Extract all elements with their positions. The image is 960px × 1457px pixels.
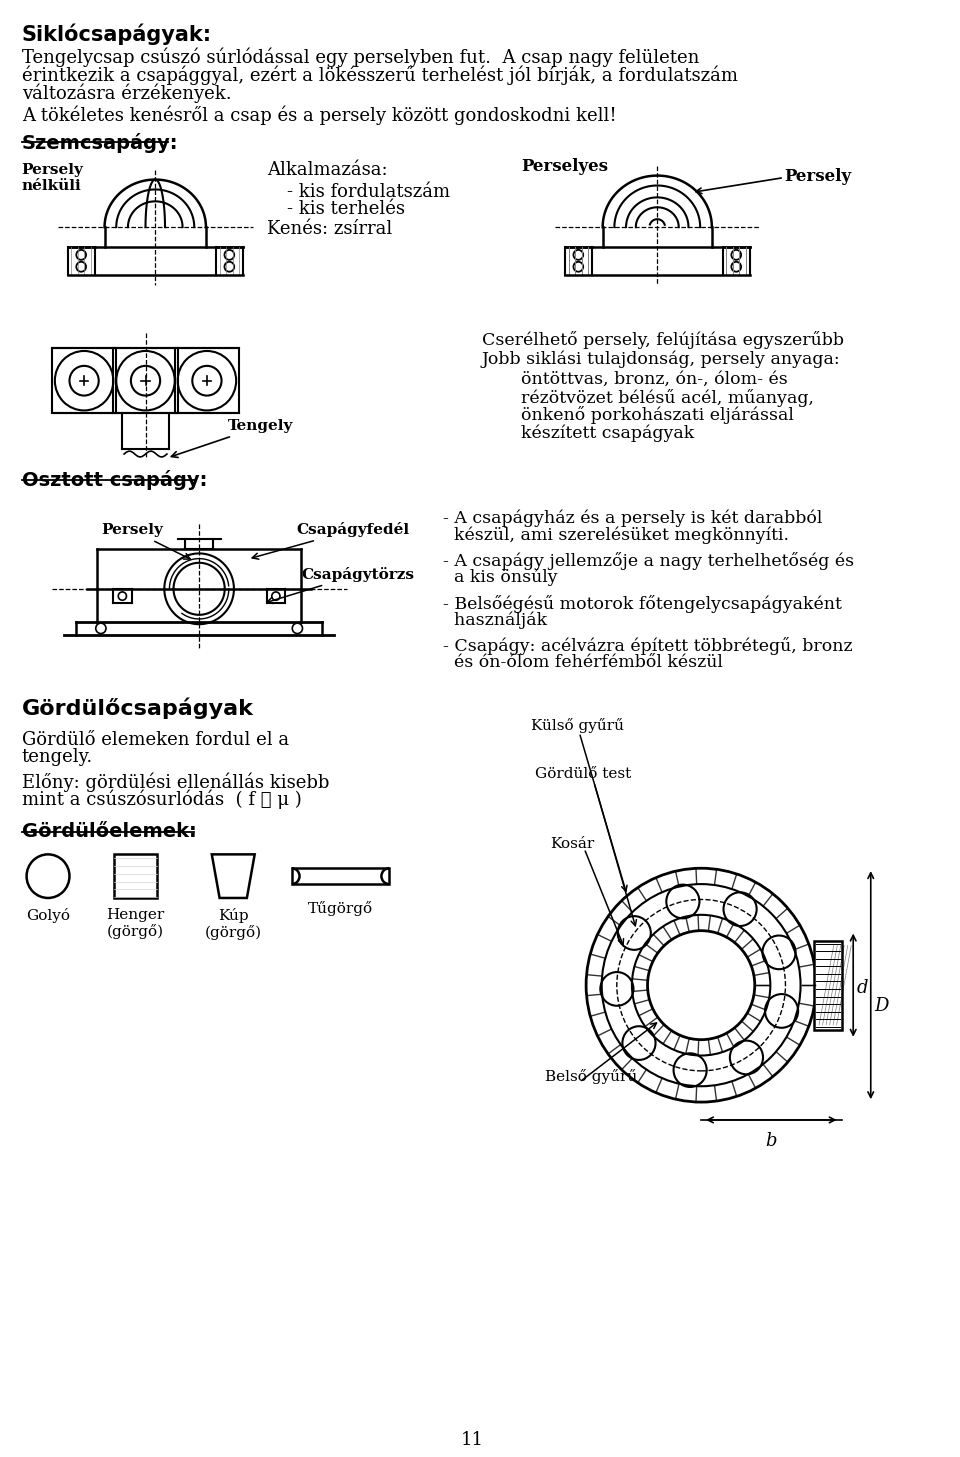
Text: öntöttvas, bronz, ón-, ólom- és: öntöttvas, bronz, ón-, ólom- és [521,370,787,388]
Text: Szemcsapágy:: Szemcsapágy: [22,133,179,153]
Text: mint a csúszósurlódás  ( f ≪ μ ): mint a csúszósurlódás ( f ≪ μ ) [22,790,301,810]
Text: Persely
nélküli: Persely nélküli [22,163,84,192]
Text: a kis önsúly: a kis önsúly [443,570,558,587]
Text: Persely: Persely [102,523,190,559]
Text: Osztott csapágy:: Osztott csapágy: [22,471,207,490]
Text: Gördülő test: Gördülő test [536,768,632,781]
Text: Kosár: Kosár [550,836,594,851]
Text: rézötvözet bélésű acél, műanyag,: rézötvözet bélésű acél, műanyag, [521,389,814,407]
Text: - Belsőégésű motorok főtengelycsapágyaként: - Belsőégésű motorok főtengelycsapágyaké… [443,594,842,613]
Text: Gördülőelemek:: Gördülőelemek: [22,822,197,841]
Text: Gördülőcsapágyak: Gördülőcsapágyak [22,698,253,720]
Text: Gördülő elemeken fordul el a: Gördülő elemeken fordul el a [22,730,289,749]
Text: Csapágytörzs: Csapágytörzs [267,567,415,603]
Text: Persely: Persely [784,168,852,185]
Text: készített csapágyak: készített csapágyak [521,424,694,441]
Text: Siklócsapágyak:: Siklócsapágyak: [22,23,212,45]
Text: Tűgörgő: Tűgörgő [308,900,373,916]
Text: 11: 11 [461,1431,484,1450]
Text: Henger
(görgő): Henger (görgő) [107,908,165,940]
Text: változásra érzékenyek.: változásra érzékenyek. [22,83,231,103]
Text: készül, ami szerelésüket megkönnyíti.: készül, ami szerelésüket megkönnyíti. [443,526,789,543]
Bar [114,854,157,898]
Text: Alkalmazása:: Alkalmazása: [267,160,388,179]
Text: Előny: gördülési ellenállás kisebb: Előny: gördülési ellenállás kisebb [22,772,329,791]
Text: érintkezik a csapággyal, ezért a lökésszerű terhelést jól bírják, a fordulatszám: érintkezik a csapággyal, ezért a lökéssz… [22,66,737,85]
Text: D: D [875,997,889,1016]
Text: - A csapágy jellemzője a nagy terhelhetőség és: - A csapágy jellemzője a nagy terhelhető… [443,552,854,570]
Bar [814,941,842,1030]
Text: Tengely: Tengely [171,420,294,457]
Text: Cserélhető persely, felújítása egyszerűbb: Cserélhető persely, felújítása egyszerűb… [482,331,844,350]
Text: Perselyes: Perselyes [521,157,608,175]
Text: - A csapágyház és a persely is két darabból: - A csapágyház és a persely is két darab… [443,510,822,527]
Text: Tengelycsap csúszó súrlódással egy perselyben fut.  A csap nagy felületen: Tengelycsap csúszó súrlódással egy perse… [22,48,699,67]
Text: Golyó: Golyó [26,908,70,922]
Text: Jobb siklási tulajdonság, persely anyaga:: Jobb siklási tulajdonság, persely anyaga… [482,351,840,369]
Text: A tökéletes kenésről a csap és a persely között gondoskodni kell!: A tökéletes kenésről a csap és a persely… [22,105,616,125]
Text: önkenő porkohászati eljárással: önkenő porkohászati eljárással [521,407,794,424]
Text: tengely.: tengely. [22,749,93,766]
Text: és ón-ólom fehérfémből készül: és ón-ólom fehérfémből készül [443,654,723,672]
Text: b: b [765,1132,777,1150]
Text: d: d [857,979,869,997]
Text: Kenés: zsírral: Kenés: zsírral [267,220,393,237]
Text: Belső gyűrű: Belső gyűrű [545,1069,637,1084]
Bar [292,868,389,884]
Text: - Csapágy: acélvázra épített többrétegű, bronz: - Csapágy: acélvázra épített többrétegű,… [443,637,852,656]
Text: használják: használják [443,612,547,629]
Text: Kúp
(görgő): Kúp (görgő) [204,908,262,940]
Text: - kis terhelés: - kis terhelés [287,201,405,219]
Text: Csapágyfedél: Csapágyfedél [252,522,410,559]
Text: Külső gyűrű: Külső gyűrű [531,718,624,733]
Text: - kis fordulatszám: - kis fordulatszám [287,182,450,201]
